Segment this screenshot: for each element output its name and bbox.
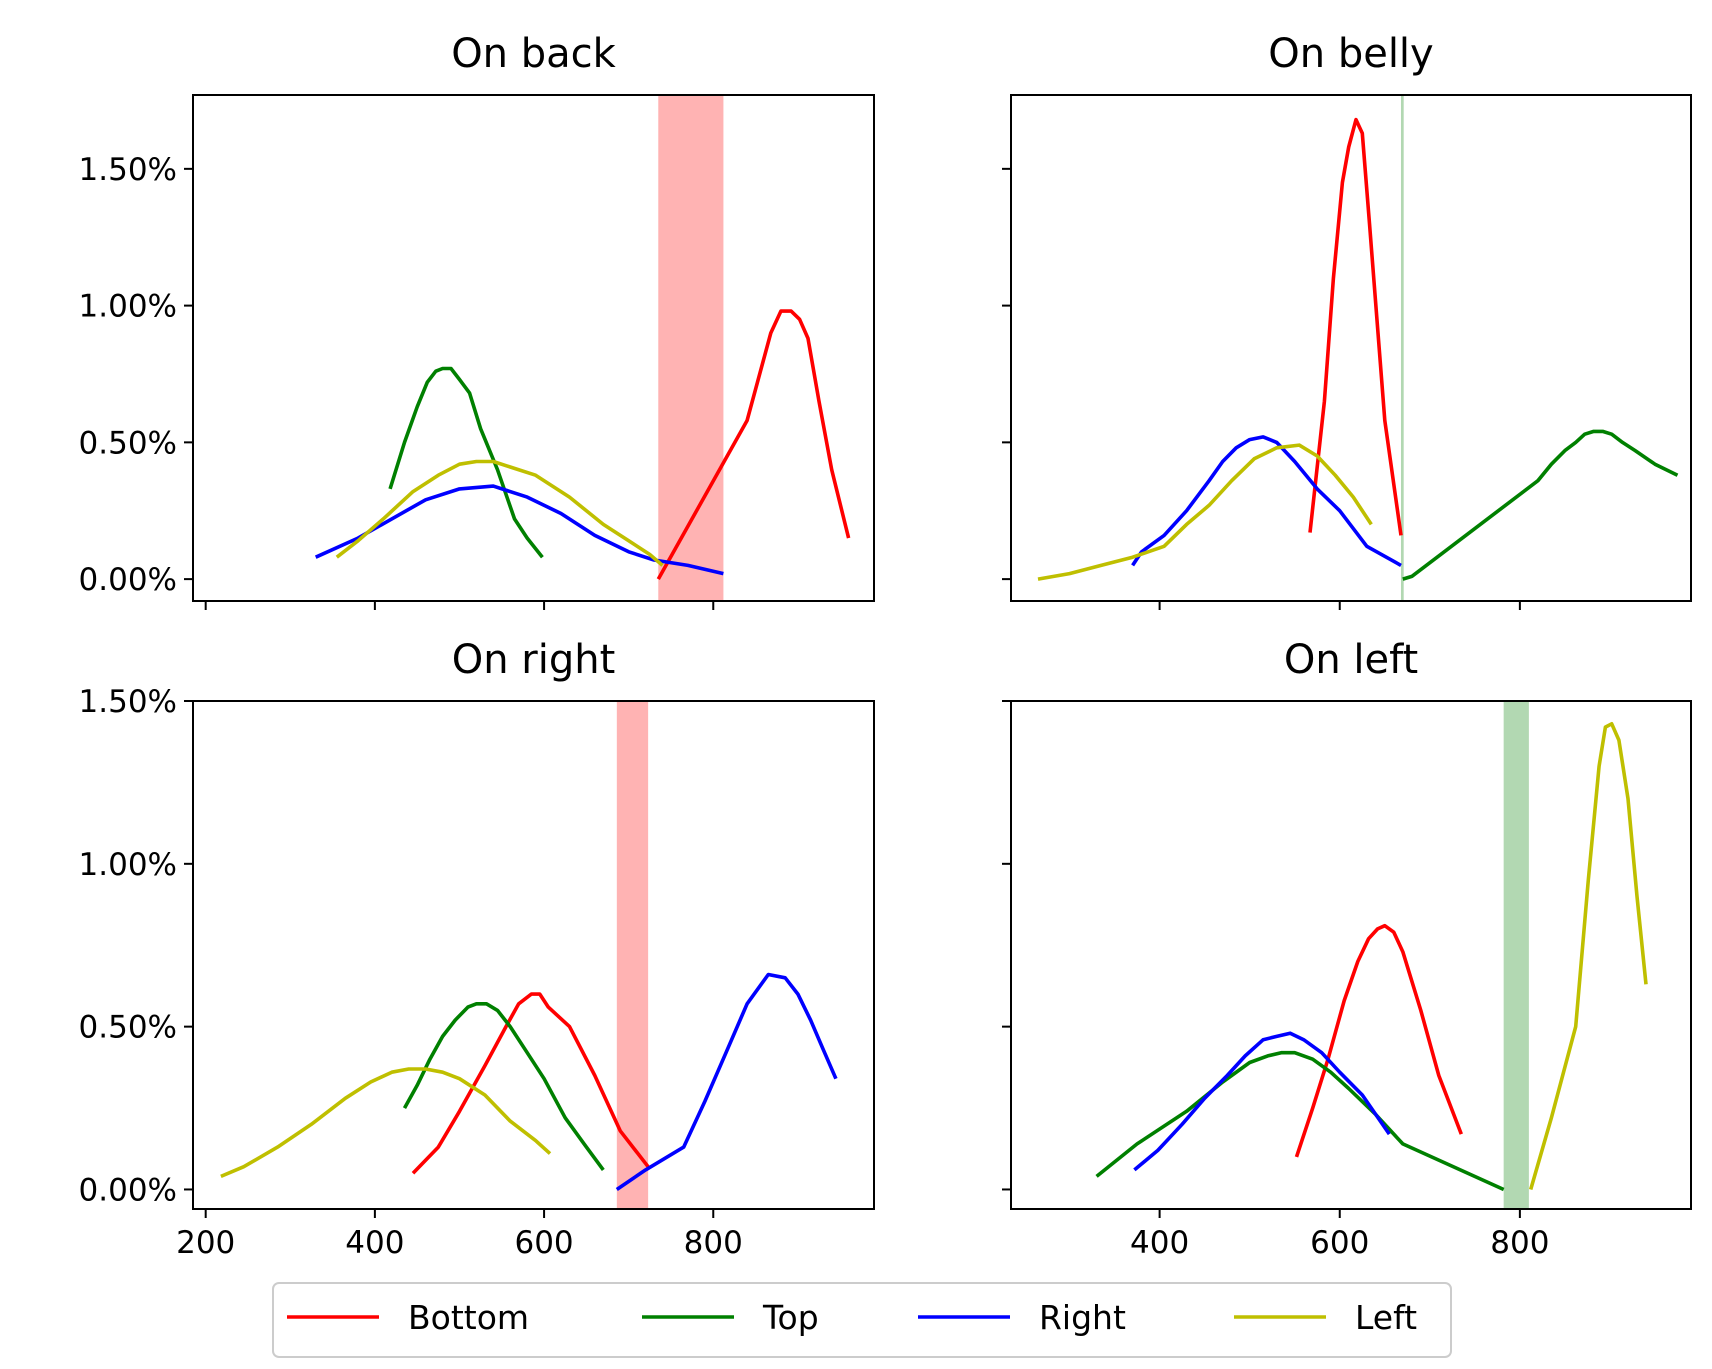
series-line-right [615, 972, 838, 1191]
axes-frame [1010, 94, 1692, 602]
legend-label: Bottom [408, 1298, 529, 1337]
y-tick-label: 0.00% [79, 562, 177, 598]
series-line-right [1131, 435, 1402, 567]
subplot-1: 0.00% 0.50% 1.00% 1.50% On back [79, 31, 875, 610]
series-line-top [1402, 429, 1679, 581]
highlight-band [658, 95, 724, 601]
series-line-right [1133, 1031, 1391, 1172]
series-line-left [335, 459, 664, 567]
legend-item-right: Right [918, 1298, 1126, 1337]
legend-label: Right [1039, 1298, 1126, 1337]
legend-item-bottom: Bottom [287, 1298, 529, 1337]
x-tick-label: 800 [1490, 1225, 1549, 1261]
series-line-bottom [1294, 923, 1463, 1158]
subplot-title: On left [1284, 637, 1418, 683]
series-line-left [1037, 443, 1373, 581]
legend: Bottom Top Right Left [272, 1282, 1452, 1358]
x-tick-label: 200 [176, 1225, 235, 1261]
x-tick-label: 400 [345, 1225, 404, 1261]
subplot-4: 400 600 800 On left [1002, 637, 1692, 1261]
series-line-bottom [656, 309, 851, 580]
y-tick-label: 1.00% [79, 847, 177, 883]
highlight-band [1400, 95, 1404, 601]
x-tick-label: 600 [1310, 1225, 1369, 1261]
subplot-3: 200 400 600 800 0.00% 0.50% 1.00% 1.50% On right [79, 637, 875, 1261]
subplot-2: On belly [1002, 31, 1692, 610]
legend-label: Left [1355, 1298, 1417, 1337]
x-tick-label: 800 [684, 1225, 743, 1261]
series-line-left [220, 1067, 552, 1179]
series-line-top [1095, 1050, 1505, 1192]
y-tick-label: 1.50% [79, 152, 177, 188]
x-tick-label: 400 [1130, 1225, 1189, 1261]
subplot-title: On belly [1268, 31, 1433, 77]
highlight-band [1503, 701, 1529, 1209]
legend-label: Top [762, 1298, 819, 1337]
series-line-bottom [1308, 117, 1403, 536]
subplot-title: On back [451, 31, 616, 77]
x-tick-label: 600 [514, 1225, 573, 1261]
highlight-band [616, 701, 649, 1209]
axes-frame [1010, 700, 1692, 1210]
y-tick-label: 1.50% [79, 684, 177, 720]
y-tick-label: 0.50% [79, 1010, 177, 1046]
legend-item-top: Top [642, 1298, 819, 1337]
axes-frame [192, 700, 875, 1210]
series-line-top [388, 366, 544, 559]
legend-frame [272, 1282, 1452, 1358]
legend-item-left: Left [1234, 1298, 1417, 1337]
y-tick-label: 0.50% [79, 425, 177, 461]
subplot-title: On right [452, 637, 616, 683]
series-line-left [1528, 721, 1648, 1190]
axes-frame [192, 94, 875, 602]
series-line-bottom [411, 992, 650, 1175]
y-tick-label: 0.00% [79, 1172, 177, 1208]
y-tick-label: 1.00% [79, 289, 177, 325]
series-line-top [402, 1001, 605, 1171]
